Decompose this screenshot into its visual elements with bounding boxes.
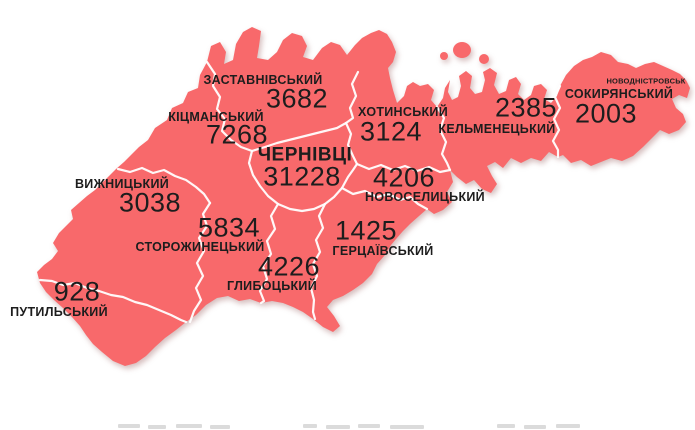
district-value-chernivtsi: 31228: [263, 161, 341, 192]
district-label-novoselytskyi: НОВОСЕЛИЦЬКИЙ: [365, 189, 485, 204]
district-label-zastavnivskyi: ЗАСТАВНІВСЬКИЙ: [203, 72, 323, 87]
border-chernivtsi-east: [344, 121, 359, 166]
border-khotynskyi-kelmenetskyi: [435, 105, 452, 172]
border-zastavnivskyi-south: [250, 121, 348, 153]
district-value-zastavnivskyi: 3682: [265, 83, 329, 114]
border-vyzhnytskyi-kitsmanskyi: [116, 166, 212, 205]
district-value-novoselytskyi: 4206: [372, 162, 436, 193]
district-label-sokyrianskyi: СОКИРЯНСЬКИЙ: [564, 86, 674, 101]
border-hertsaivskyi-novoselytskyi: [340, 186, 429, 211]
district-label-kitsmanskyi: КІЦМАНСЬКИЙ: [168, 109, 264, 124]
river-island-blob: [479, 54, 489, 64]
district-value-hlybotskyi: 4226: [257, 251, 321, 282]
district-label-storozhynetskyi: СТОРОЖИНЕЦЬКИЙ: [135, 239, 265, 254]
border-chernivtsi-south: [247, 149, 359, 213]
border-kitsmanskyi-zastavnivskyi: [205, 60, 254, 153]
district-value-sokyrianskyi: 2003: [574, 98, 638, 129]
river-island-blob: [453, 42, 471, 58]
river-island-blob: [440, 52, 448, 60]
district-value-hertsaivskyi: 1425: [334, 215, 398, 246]
border-putylskyi-vyzhnytskyi: [38, 278, 188, 324]
district-value-vyzhnytskyi: 3038: [118, 187, 182, 218]
border-storozhynetskyi-hlybotskyi: [258, 202, 280, 305]
district-label-putylskyi: ПУТИЛЬСЬКИЙ: [10, 304, 108, 319]
district-label-chernivtsi: ЧЕРНІВЦІ: [257, 144, 353, 166]
district-borders: [38, 60, 562, 324]
district-value-kelmenetskyi: 2385: [494, 92, 558, 123]
district-value-storozhynetskyi: 5834: [197, 212, 261, 243]
town-label-novodnistrovsk: НОВОДНІСТРОВСЬК: [606, 76, 686, 86]
border-vyzhnytskyi-storozhynetskyi: [188, 201, 212, 324]
district-value-putylskyi: 928: [53, 276, 101, 307]
district-label-khotynskyi: ХОТИНСЬКИЙ: [358, 104, 448, 119]
border-kelmenetskyi-sokyrianskyi: [551, 84, 562, 159]
district-label-hertsaivskyi: ГЕРЦАЇВСЬКИЙ: [332, 243, 434, 258]
border-zastavnivskyi-khotynskyi: [344, 70, 360, 125]
district-label-vyzhnytskyi: ВИЖНИЦЬКИЙ: [74, 176, 170, 191]
district-value-kitsmanskyi: 7268: [205, 119, 269, 150]
district-label-kelmenetskyi: КЕЛЬМЕНЕЦЬКИЙ: [438, 121, 556, 136]
district-label-hlybotskyi: ГЛИБОЦЬКИЙ: [227, 278, 317, 293]
border-khotynskyi-novoselytskyi: [355, 162, 452, 174]
border-hlybotskyi-hertsaivskyi: [309, 202, 327, 321]
district-value-khotynskyi: 3124: [359, 116, 423, 147]
